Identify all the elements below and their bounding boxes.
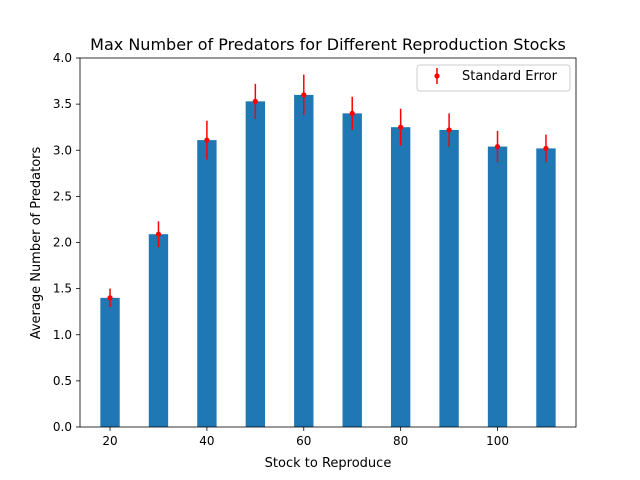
bar xyxy=(342,113,362,427)
bar xyxy=(536,148,556,427)
bar xyxy=(100,297,120,427)
error-point xyxy=(349,110,355,116)
x-ticks: 20 40 60 80 100 xyxy=(102,427,509,448)
bar-group xyxy=(100,94,556,428)
error-point xyxy=(204,137,210,143)
y-tick-label: 0.5 xyxy=(53,374,72,388)
error-point xyxy=(494,143,501,150)
x-tick-label: 60 xyxy=(296,434,311,448)
error-point xyxy=(446,127,452,133)
y-tick-label: 3.0 xyxy=(53,143,72,157)
error-point xyxy=(301,92,307,98)
x-axis-label: Stock to Reproduce xyxy=(265,456,392,471)
y-tick-label: 0.0 xyxy=(53,420,72,434)
error-point xyxy=(252,98,258,104)
error-point xyxy=(398,124,404,130)
bar xyxy=(487,146,508,427)
bar xyxy=(148,234,169,427)
y-tick-label: 2.0 xyxy=(53,236,72,250)
chart-title: Max Number of Predators for Different Re… xyxy=(90,35,566,54)
error-bar-group xyxy=(107,74,549,308)
bar xyxy=(245,101,266,428)
y-tick-label: 3.5 xyxy=(53,97,72,111)
y-tick-label: 1.0 xyxy=(53,328,72,342)
y-tick-label: 2.5 xyxy=(53,189,72,203)
y-tick-label: 4.0 xyxy=(53,51,72,65)
error-point xyxy=(107,295,113,301)
legend-box xyxy=(416,64,571,92)
x-tick-label: 20 xyxy=(102,434,117,448)
y-ticks: 0.0 0.5 1.0 1.5 2.0 2.5 3.0 3.5 4.0 xyxy=(53,51,80,434)
y-tick-label: 1.5 xyxy=(53,282,72,296)
bar xyxy=(439,129,459,427)
legend-marker xyxy=(434,73,440,79)
x-tick-label: 40 xyxy=(199,434,214,448)
x-tick-label: 100 xyxy=(486,434,509,448)
legend: Standard Error xyxy=(416,64,571,92)
bar xyxy=(197,140,217,428)
error-point xyxy=(543,145,549,152)
y-axis-label: Average Number of Predators xyxy=(29,146,44,339)
legend-label: Standard Error xyxy=(462,69,558,84)
error-point xyxy=(155,231,162,237)
bar xyxy=(390,127,411,427)
bar xyxy=(294,94,314,428)
x-tick-label: 80 xyxy=(393,434,408,448)
